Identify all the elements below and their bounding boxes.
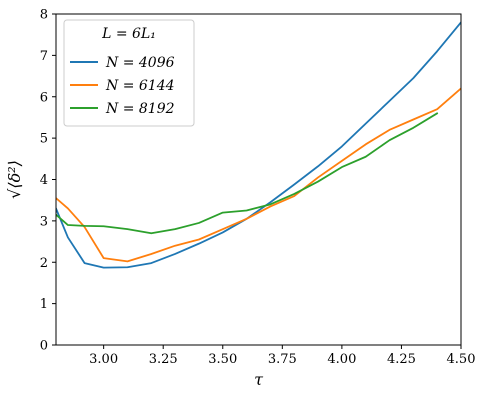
y-tick-label: 0: [40, 339, 48, 354]
y-tick-label: 1: [40, 297, 48, 312]
legend-title: L = 6L₁: [101, 26, 156, 42]
legend-label-1: N = 4096: [105, 55, 175, 71]
x-tick-label: 4.00: [327, 352, 356, 367]
y-tick-label: 5: [40, 132, 48, 147]
y-axis-ticks: 0 1 2 3 4 5 6 7 8: [40, 8, 56, 354]
x-tick-label: 3.75: [268, 352, 297, 367]
y-tick-label: 3: [40, 214, 48, 229]
x-tick-label: 4.25: [387, 352, 416, 367]
x-tick-label: 3.25: [149, 352, 178, 367]
y-axis-label: √⟨δ²⟩: [5, 160, 24, 199]
y-tick-label: 8: [40, 8, 48, 23]
x-axis-label: τ: [254, 370, 264, 389]
x-tick-label: 3.00: [89, 352, 118, 367]
x-tick-label: 3.50: [208, 352, 237, 367]
y-tick-label: 7: [40, 49, 48, 64]
series-line-3: [56, 112, 439, 235]
y-tick-label: 2: [40, 256, 48, 271]
legend-label-2: N = 6144: [105, 78, 175, 94]
series-layer: [56, 21, 461, 269]
legend-box: [63, 19, 195, 127]
legend: L = 6L₁ N = 4096 N = 6144 N = 8192: [63, 19, 195, 127]
series-line-2: [56, 87, 461, 263]
x-tick-label: 4.50: [447, 352, 476, 367]
y-tick-label: 6: [40, 90, 48, 105]
y-tick-label: 4: [40, 173, 48, 188]
legend-items: N = 4096 N = 6144 N = 8192: [70, 55, 175, 117]
legend-label-3: N = 8192: [105, 101, 175, 117]
x-axis-ticks: 3.00 3.25 3.50 3.75 4.00 4.25 4.50: [89, 345, 475, 367]
